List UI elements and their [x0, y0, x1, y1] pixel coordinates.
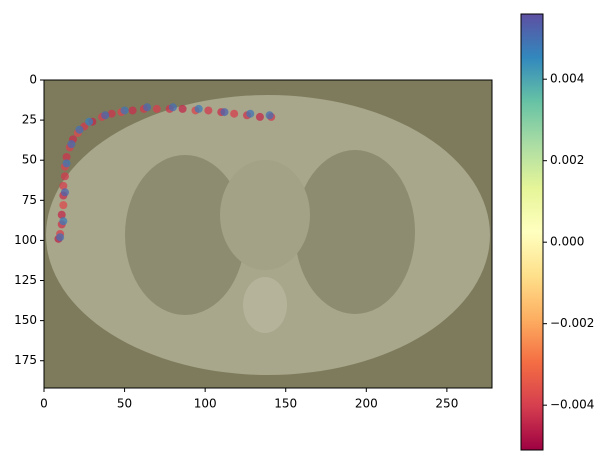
colorbar-tick-label: 0.000	[550, 235, 584, 249]
scatter-point	[230, 109, 239, 118]
ct-image	[44, 80, 492, 388]
y-tick-label: 50	[22, 153, 37, 167]
scatter-point	[75, 125, 84, 134]
x-tick-label: 100	[194, 397, 217, 411]
scatter-point	[265, 111, 274, 120]
scatter-point	[101, 111, 110, 120]
colorbar	[520, 13, 544, 451]
scatter-point	[246, 109, 255, 118]
scatter-point	[60, 188, 69, 197]
colorbar-tick-label: 0.002	[550, 153, 584, 167]
x-tick-label: 50	[117, 397, 132, 411]
scatter-point	[67, 140, 76, 149]
scatter-point	[168, 103, 177, 112]
scatter-point	[60, 172, 69, 181]
y-tick-label: 125	[14, 273, 37, 287]
colorbar-tick-label: 0.004	[550, 72, 584, 86]
scatter-point	[56, 233, 65, 242]
scatter-point	[62, 153, 71, 161]
scatter-point	[62, 159, 71, 168]
colorbar-tick-label: −0.002	[550, 316, 594, 330]
scatter-point	[255, 112, 264, 121]
scatter-point	[57, 210, 66, 219]
scatter-point	[59, 181, 68, 190]
y-tick-label: 150	[14, 313, 37, 327]
y-tick-label: 175	[14, 353, 37, 367]
plot-frame	[43, 79, 493, 389]
scatter-point	[143, 103, 152, 112]
scatter-point	[194, 104, 203, 113]
x-tick-label: 250	[435, 397, 458, 411]
scatter-point	[59, 217, 68, 226]
scatter-point	[220, 108, 229, 117]
colorbar-tick-label: −0.004	[550, 398, 594, 412]
x-tick-label: 150	[274, 397, 297, 411]
scatter-point	[85, 117, 94, 126]
scatter-point	[204, 106, 213, 115]
scatter-point	[59, 201, 68, 210]
scatter-point	[120, 106, 129, 115]
x-tick-label: 200	[355, 397, 378, 411]
scatter-point	[178, 104, 187, 113]
y-tick-label: 0	[29, 73, 37, 87]
y-tick-label: 100	[14, 233, 37, 247]
scatter-point	[107, 109, 116, 118]
scatter-point	[152, 104, 161, 113]
y-tick-label: 25	[22, 113, 37, 127]
y-tick-label: 75	[22, 193, 37, 207]
scatter-point	[128, 106, 137, 115]
x-tick-label: 0	[40, 397, 48, 411]
